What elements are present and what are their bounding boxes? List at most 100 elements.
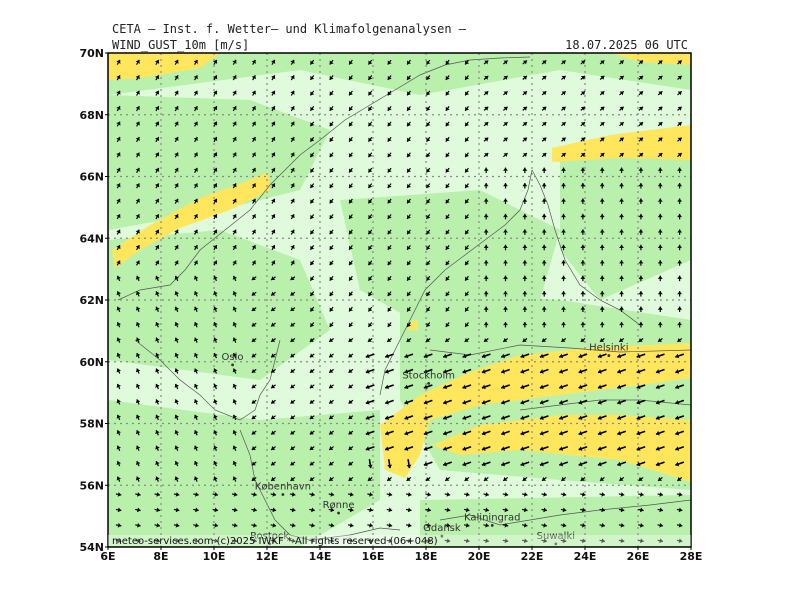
lat-tick-label: 64N (79, 232, 104, 245)
wind-arrow (367, 244, 373, 251)
wind-arrow (174, 460, 180, 467)
wind-arrow (638, 275, 644, 282)
wind-arrow (386, 538, 393, 544)
wind-arrow (231, 492, 238, 497)
wind-arrow (213, 430, 218, 436)
city-marker: Rostock (250, 531, 289, 546)
wind-arrow (387, 90, 392, 96)
wind-arrow (522, 137, 528, 142)
wind-arrow (251, 276, 257, 281)
wind-arrow (483, 121, 489, 127)
wind-arrow (597, 368, 607, 374)
wind-arrow (657, 507, 664, 513)
wind-arrow (464, 306, 469, 312)
wind-arrow (425, 538, 431, 544)
wind-arrow (155, 337, 160, 343)
wind-arrow (135, 476, 141, 482)
wind-arrow (173, 507, 180, 513)
wind-arrow (503, 152, 508, 158)
wind-arrow (251, 136, 256, 143)
city-labels: Oslo Stockholm Helsinki København Rønne Rosto… (222, 343, 629, 546)
wind-arrow (193, 476, 199, 482)
wind-arrow (406, 167, 411, 173)
wind-arrow (328, 446, 334, 451)
wind-arrow (559, 461, 569, 467)
wind-arrow (503, 213, 508, 220)
wind-arrow (271, 167, 276, 173)
wind-arrow (500, 430, 511, 436)
wind-arrow (619, 260, 624, 266)
wind-arrow (348, 244, 353, 251)
wind-arrow (154, 229, 160, 235)
wind-arrow (445, 244, 450, 251)
wind-arrow (638, 538, 644, 544)
wind-arrow (618, 538, 625, 544)
wind-arrow (580, 275, 586, 282)
wind-arrow (503, 121, 508, 127)
wind-arrow (677, 183, 683, 189)
wind-arrow (135, 445, 141, 451)
wind-arrow (657, 522, 664, 528)
wind-arrow (503, 106, 508, 111)
wind-arrow (174, 213, 179, 220)
wind-arrow (522, 198, 528, 204)
wind-arrow (541, 291, 547, 297)
wind-arrow (404, 384, 414, 390)
wind-arrow (387, 75, 392, 81)
wind-arrow (406, 59, 411, 65)
wind-arrow (213, 291, 218, 297)
wind-arrow (520, 368, 530, 374)
wind-arrow (251, 167, 256, 173)
lon-tick-label: 24E (574, 550, 597, 563)
wind-arrow (290, 152, 295, 158)
wind-arrow (329, 214, 334, 220)
wind-arrow (309, 291, 315, 297)
wind-arrow (367, 306, 373, 312)
wind-arrow (270, 337, 276, 343)
wind-arrow (174, 383, 180, 390)
wind-arrow (116, 121, 121, 127)
wind-arrow (135, 492, 141, 497)
wind-arrow (655, 368, 665, 374)
wind-arrow (270, 399, 276, 405)
wind-arrow (251, 105, 256, 112)
wind-arrow (677, 167, 683, 174)
wind-arrow (638, 75, 644, 80)
wind-arrow (599, 90, 605, 96)
wind-arrow (232, 213, 237, 220)
wind-arrow (619, 121, 625, 127)
wind-arrow (154, 105, 160, 112)
wind-arrow (561, 75, 567, 80)
wind-arrow (309, 90, 315, 96)
wind-arrow (116, 136, 121, 143)
wind-arrow (619, 60, 625, 65)
wind-arrow (384, 368, 394, 374)
wind-arrow (425, 522, 431, 528)
wind-arrow (155, 460, 160, 467)
wind-arrow (193, 522, 199, 528)
wind-arrow (367, 214, 373, 220)
valid-time: 18.07.2025 06 UTC (565, 38, 688, 52)
wind-arrow (115, 522, 122, 528)
wind-arrow (174, 229, 179, 235)
wind-arrow (231, 538, 238, 544)
wind-arrow (386, 507, 393, 513)
wind-arrow (174, 321, 180, 328)
wind-arrow (559, 353, 569, 359)
wind-arrow (657, 260, 663, 266)
wind-arrow (599, 60, 605, 65)
city-marker: Kaliningrad (464, 512, 520, 527)
wind-arrow (329, 90, 334, 96)
wind-arrow (520, 430, 530, 436)
wind-arrow (386, 337, 392, 343)
wind-arrow (174, 183, 179, 189)
wind-arrow (561, 321, 566, 328)
wind-arrow (560, 492, 567, 497)
wind-arrow (290, 105, 295, 112)
wind-arrow (444, 337, 451, 343)
wind-arrow (404, 445, 414, 451)
wind-arrow (329, 244, 334, 251)
wind-arrow (135, 368, 141, 374)
wind-arrow (539, 461, 549, 467)
wind-arrow (425, 167, 431, 173)
